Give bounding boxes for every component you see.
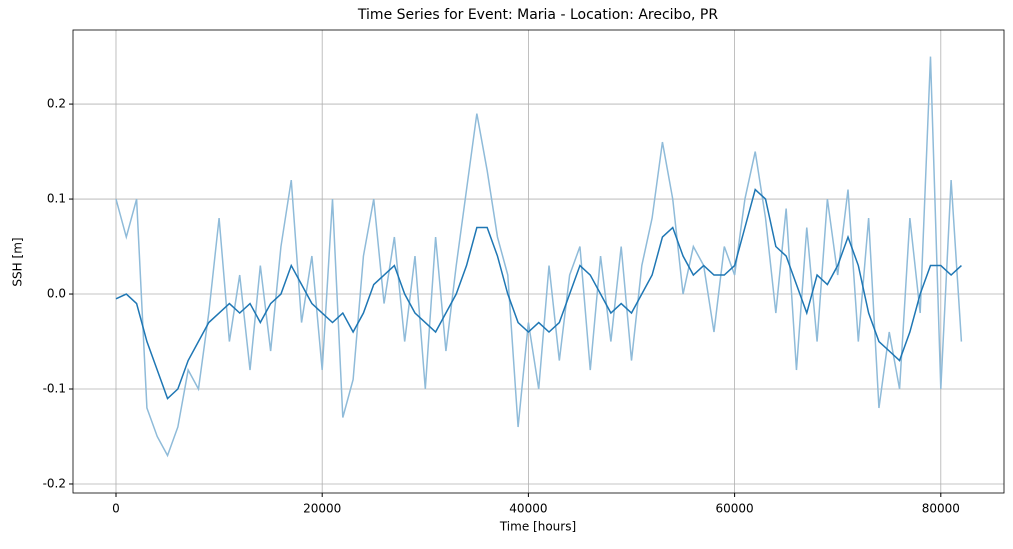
y-tick-label: 0.1 bbox=[47, 192, 66, 206]
x-tick-label: 80000 bbox=[922, 502, 960, 516]
x-tick-label: 60000 bbox=[716, 502, 754, 516]
series-line bbox=[115, 188, 962, 400]
chart-title: Time Series for Event: Maria - Location:… bbox=[357, 7, 718, 23]
y-tick-label: 0.2 bbox=[47, 97, 66, 111]
y-tick-label: 0.0 bbox=[47, 287, 66, 301]
y-tick-label: -0.2 bbox=[43, 476, 66, 490]
y-tick-label: -0.1 bbox=[43, 382, 66, 396]
series-line bbox=[115, 56, 963, 458]
plot-frame bbox=[72, 29, 1005, 494]
y-axis-label: SSH [m] bbox=[11, 237, 25, 286]
x-tick-label: 40000 bbox=[509, 502, 547, 516]
x-axis-label: Time [hours] bbox=[499, 520, 576, 534]
x-tick-label: 0 bbox=[112, 502, 120, 516]
x-tick-label: 20000 bbox=[303, 502, 341, 516]
